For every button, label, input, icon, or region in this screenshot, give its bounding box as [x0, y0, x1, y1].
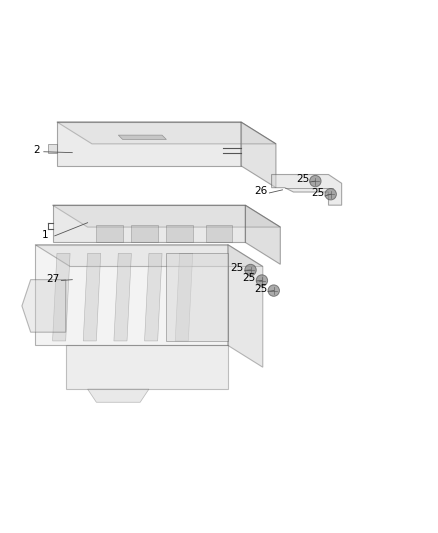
- Polygon shape: [22, 280, 66, 332]
- Circle shape: [245, 264, 256, 276]
- Bar: [166, 225, 193, 243]
- Polygon shape: [272, 174, 342, 205]
- Polygon shape: [228, 245, 263, 367]
- Text: 25: 25: [243, 273, 256, 284]
- Polygon shape: [245, 205, 280, 264]
- Polygon shape: [35, 245, 263, 266]
- Polygon shape: [53, 205, 280, 227]
- Polygon shape: [53, 205, 245, 243]
- Circle shape: [310, 175, 321, 187]
- Bar: [131, 225, 158, 243]
- Polygon shape: [114, 253, 131, 341]
- Polygon shape: [88, 389, 149, 402]
- Text: 25: 25: [254, 284, 267, 294]
- Polygon shape: [53, 253, 70, 341]
- Bar: [96, 225, 123, 243]
- Text: 1: 1: [42, 230, 48, 240]
- Circle shape: [325, 189, 336, 200]
- Polygon shape: [66, 345, 228, 389]
- Polygon shape: [241, 122, 276, 188]
- Polygon shape: [48, 144, 57, 152]
- Polygon shape: [166, 253, 228, 341]
- Polygon shape: [83, 253, 101, 341]
- Bar: [206, 225, 232, 243]
- Text: 26: 26: [254, 186, 267, 196]
- Polygon shape: [35, 245, 228, 345]
- Text: 25: 25: [231, 263, 244, 273]
- Text: 27: 27: [46, 274, 59, 284]
- Polygon shape: [145, 253, 162, 341]
- Polygon shape: [57, 122, 241, 166]
- Polygon shape: [175, 253, 193, 341]
- Text: 25: 25: [296, 174, 309, 184]
- Text: 2: 2: [33, 144, 39, 155]
- Polygon shape: [118, 135, 166, 140]
- Text: 25: 25: [311, 189, 324, 198]
- Polygon shape: [57, 122, 276, 144]
- Circle shape: [268, 285, 279, 296]
- Circle shape: [256, 275, 268, 286]
